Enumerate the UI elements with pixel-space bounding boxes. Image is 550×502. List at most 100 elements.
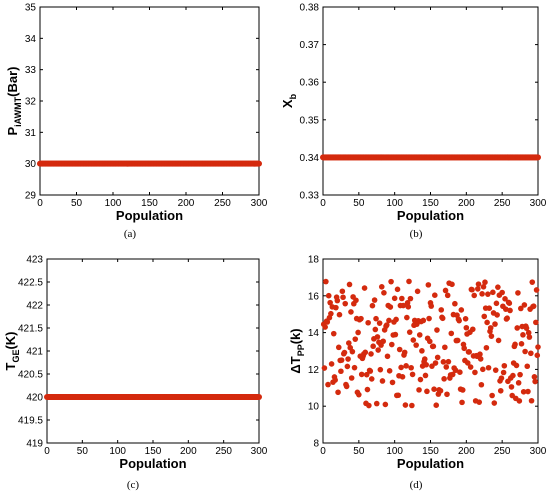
data-point xyxy=(500,369,507,376)
data-point xyxy=(480,284,487,290)
data-point xyxy=(506,300,513,307)
data-point xyxy=(332,377,338,383)
y-axis-label-main: T xyxy=(3,363,18,371)
data-point xyxy=(351,364,358,371)
data-point xyxy=(516,398,523,404)
y-tick-label: 419 xyxy=(26,439,43,450)
data-point xyxy=(322,324,328,330)
data-point xyxy=(409,402,415,409)
data-point xyxy=(484,319,490,326)
data-point xyxy=(513,362,520,369)
data-point xyxy=(402,402,409,408)
data-point xyxy=(454,337,461,344)
data-point xyxy=(529,279,536,285)
data-point xyxy=(492,321,498,327)
data-point xyxy=(488,333,495,339)
data-point xyxy=(416,332,423,338)
data-point xyxy=(403,363,409,369)
y-tick-label: 35 xyxy=(25,3,37,14)
data-point xyxy=(479,291,485,297)
x-tick-label: 300 xyxy=(251,198,268,209)
x-tick-label: 150 xyxy=(422,198,439,209)
data-point xyxy=(420,317,427,324)
data-point xyxy=(528,350,534,357)
data-point xyxy=(356,391,362,398)
data-point xyxy=(472,369,478,376)
y-tick-label: 10 xyxy=(308,402,320,413)
x-tick-label: 50 xyxy=(71,198,83,209)
data-point xyxy=(439,315,446,322)
y-axis-label-unit: (Bar) xyxy=(5,66,20,96)
y-tick-label: 14 xyxy=(308,328,320,339)
data-point xyxy=(431,386,437,393)
data-point xyxy=(369,302,376,309)
data-point xyxy=(328,310,334,317)
data-point xyxy=(399,374,406,380)
data-point xyxy=(485,291,491,297)
x-tick-label: 150 xyxy=(141,198,158,209)
data-point xyxy=(502,306,509,312)
data-point xyxy=(335,389,341,396)
y-tick-label: 0.37 xyxy=(300,40,320,51)
y-axis-label: PiAWMT(Bar) xyxy=(5,66,23,135)
y-axis-label: TGE(K) xyxy=(3,331,21,370)
data-point xyxy=(396,346,403,353)
y-tick-label: 422 xyxy=(26,301,43,312)
data-point xyxy=(330,330,337,337)
data-point xyxy=(405,304,412,310)
data-point xyxy=(438,307,445,313)
data-point xyxy=(521,302,528,308)
x-tick-label: 50 xyxy=(353,198,365,209)
data-point xyxy=(452,367,459,374)
data-point xyxy=(353,297,359,304)
data-point xyxy=(256,160,262,167)
data-point xyxy=(512,341,518,348)
data-point xyxy=(348,309,354,315)
data-point xyxy=(525,388,531,395)
data-point xyxy=(434,327,440,333)
data-point xyxy=(475,281,482,287)
y-tick-label: 30 xyxy=(25,159,37,170)
x-tick-label: 200 xyxy=(178,198,195,209)
data-point xyxy=(456,317,462,324)
data-point xyxy=(495,284,501,290)
data-point xyxy=(461,345,467,352)
y-axis-label-subscript: iAWMT xyxy=(13,96,23,126)
data-point xyxy=(437,387,444,394)
data-point xyxy=(485,364,492,371)
x-tick-label: 150 xyxy=(422,446,439,457)
y-tick-label: 18 xyxy=(308,255,320,266)
data-point xyxy=(518,305,524,312)
data-point xyxy=(387,304,394,310)
data-point xyxy=(528,397,535,404)
x-axis-label: Population xyxy=(119,456,186,471)
data-point xyxy=(391,295,398,302)
data-point xyxy=(498,375,505,381)
y-axis-label-unit: (K) xyxy=(3,331,18,349)
y-tick-label: 421 xyxy=(26,347,43,358)
x-tick-label: 200 xyxy=(458,198,475,209)
data-point xyxy=(504,315,510,321)
data-point xyxy=(508,384,515,390)
panel-caption: (b) xyxy=(410,228,423,240)
data-point xyxy=(338,368,344,375)
x-tick-label: 250 xyxy=(494,446,511,457)
y-axis-label-subscript: b xyxy=(288,93,298,99)
data-point xyxy=(376,320,383,326)
data-point xyxy=(499,289,505,296)
data-point xyxy=(348,375,355,381)
data-point xyxy=(424,388,430,395)
data-point xyxy=(433,402,440,409)
y-tick-label: 420 xyxy=(26,393,43,404)
data-point xyxy=(535,344,541,350)
data-point xyxy=(365,319,371,326)
y-axis-label-main: ΔT xyxy=(288,356,303,373)
axes-frame xyxy=(39,6,260,196)
y-tick-label: 423 xyxy=(26,255,43,266)
y-tick-label: 0.36 xyxy=(300,78,320,89)
data-point xyxy=(341,349,348,356)
data-point xyxy=(458,307,465,313)
x-tick-label: 300 xyxy=(251,446,268,457)
y-tick-label: 16 xyxy=(308,291,320,302)
